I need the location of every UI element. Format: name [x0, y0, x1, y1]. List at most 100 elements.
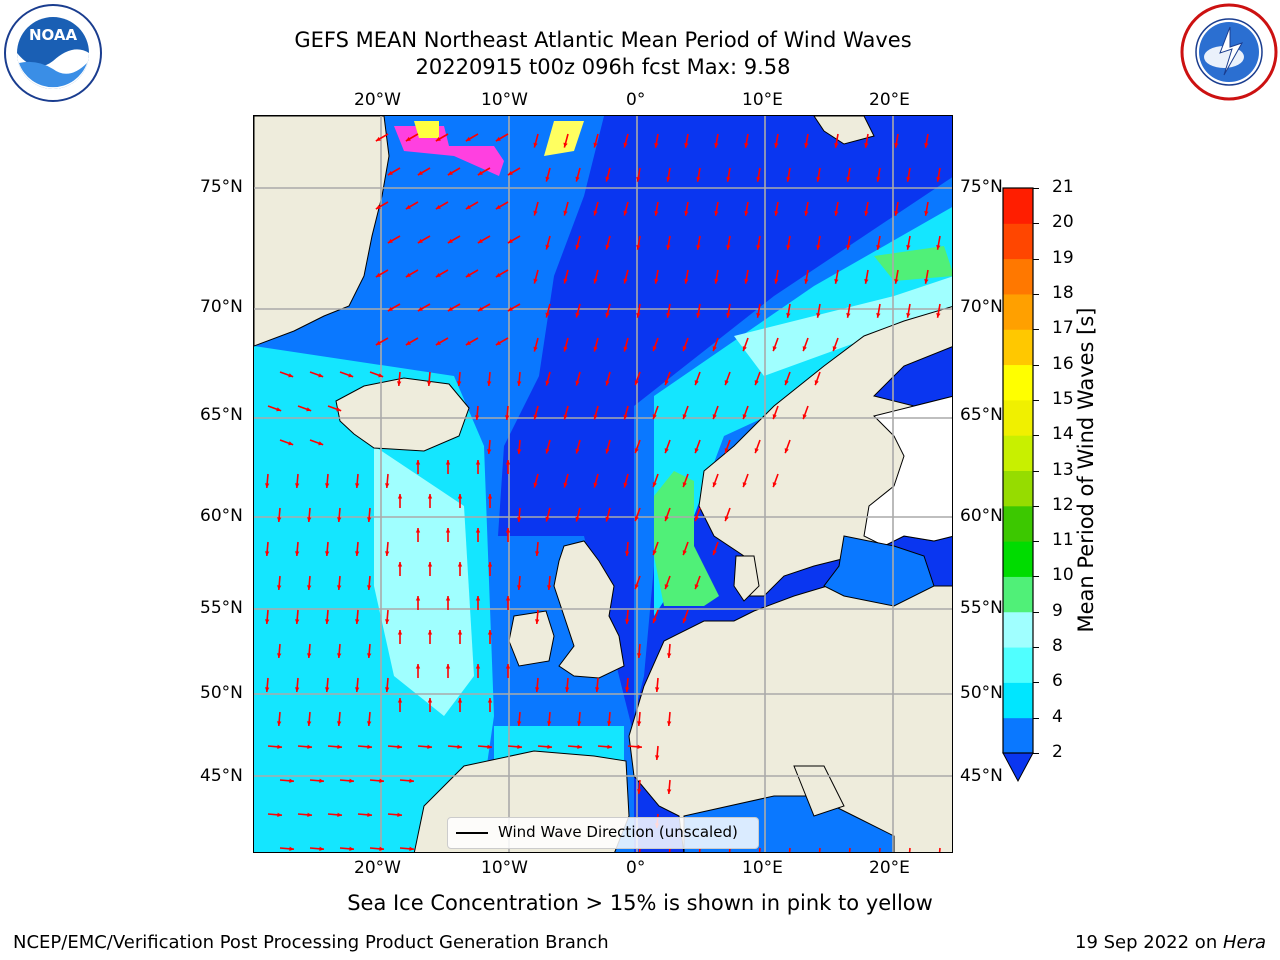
wind-wave-arrowhead [637, 744, 642, 749]
wind-wave-arrowhead [634, 584, 639, 590]
wind-wave-arrowhead [876, 244, 881, 250]
wind-wave-arrowhead [385, 483, 390, 488]
wind-wave-arrowhead [277, 721, 282, 726]
wind-wave-arrowhead [667, 721, 672, 726]
wind-wave-arrowhead [593, 210, 598, 216]
wind-wave-arrowhead [696, 244, 701, 250]
wind-wave-arrowhead [397, 744, 402, 749]
wind-wave-arrowhead [505, 528, 511, 533]
wind-wave-arrowhead [636, 176, 641, 182]
wind-wave-arrowhead [684, 210, 689, 216]
wind-wave-arrowhead [637, 653, 642, 658]
wind-wave-arrowhead [712, 550, 717, 556]
wind-wave-arrowhead [545, 312, 550, 318]
wind-wave-arrowhead [405, 204, 411, 209]
wind-wave-arrowhead [834, 210, 839, 216]
wind-wave-arrowhead [742, 482, 747, 488]
wind-wave-arrowhead [405, 272, 411, 277]
wind-wave-arrowhead [563, 142, 568, 148]
wind-wave-arrowhead [623, 142, 628, 148]
wind-wave-arrowhead [447, 170, 453, 175]
wind-wave-arrowhead [655, 687, 660, 692]
wind-wave-arrowhead [475, 528, 481, 533]
svg-text:NOAA: NOAA [29, 26, 78, 44]
wind-wave-arrowhead [387, 306, 393, 311]
wind-wave-arrowhead [846, 244, 851, 250]
wind-wave-arrowhead [654, 278, 659, 284]
wind-wave-arrowhead [405, 136, 411, 141]
wind-wave-arrowhead [547, 721, 552, 726]
noaa-logo: NOAA [3, 3, 103, 103]
wind-wave-arrowhead [623, 414, 628, 420]
colorbar-tick-label: 2 [1052, 742, 1063, 762]
wind-wave-arrowhead [319, 778, 324, 783]
wind-wave-arrowhead [465, 136, 471, 141]
wind-wave-arrowhead [936, 244, 941, 250]
wind-wave-arrowhead [288, 441, 294, 446]
wind-wave-arrowhead [337, 517, 342, 522]
wind-wave-arrowhead [726, 176, 731, 182]
colorbar-tick-label: 10 [1052, 565, 1074, 586]
wind-wave-arrowhead [634, 448, 639, 454]
wind-wave-arrowhead [277, 585, 282, 590]
lat-label-right: 55°N [960, 598, 1003, 618]
lat-label-right: 50°N [960, 683, 1003, 703]
wind-wave-arrowhead [605, 448, 610, 454]
footer-date: 19 Sep 2022 on [1075, 932, 1223, 953]
wind-wave-arrowhead [712, 482, 717, 488]
wind-wave-arrowhead [465, 272, 471, 277]
wind-wave-arrowhead [623, 346, 628, 352]
colorbar-swatch [1003, 541, 1033, 577]
wind-wave-arrowhead [894, 142, 899, 148]
wind-wave-arrowhead [664, 516, 669, 522]
wind-wave-arrowhead [605, 176, 610, 182]
colorbar-under-extension [1002, 752, 1034, 783]
wind-wave-arrowhead [605, 516, 610, 522]
wind-wave-arrowhead [535, 619, 540, 624]
wind-wave-arrowhead [774, 210, 779, 216]
wind-wave-arrowhead [336, 407, 342, 412]
colorbar-swatch [1003, 505, 1033, 542]
wind-wave-arrowhead [397, 812, 402, 817]
wind-wave-arrowhead [664, 448, 669, 454]
lon-label-bottom: 10°W [481, 858, 528, 878]
wind-wave-arrowhead [694, 380, 699, 386]
colorbar-swatches [1002, 187, 1034, 783]
wind-wave-arrowhead [495, 136, 501, 141]
wind-wave-arrowhead [876, 312, 881, 318]
lat-label-right: 65°N [960, 405, 1003, 425]
lat-label-left: 55°N [200, 598, 243, 618]
legend-line-swatch [456, 832, 488, 834]
wind-wave-arrowhead [517, 585, 522, 590]
wind-wave-arrowhead [535, 551, 540, 556]
wave-period-map [254, 116, 952, 852]
wind-wave-arrowhead [924, 278, 929, 284]
wind-wave-arrowhead [774, 278, 779, 284]
wind-wave-arrowhead [295, 687, 300, 692]
wind-wave-arrowhead [545, 176, 550, 182]
wind-wave-arrowhead [325, 619, 330, 624]
lat-label-right: 45°N [960, 766, 1003, 786]
wind-wave-arrowhead [415, 596, 421, 601]
legend-label: Wind Wave Direction (unscaled) [498, 823, 738, 841]
colorbar-tick-mark [1033, 576, 1039, 578]
footer-host: Hera [1222, 932, 1266, 953]
wind-wave-arrowhead [457, 494, 463, 499]
wind-wave-arrowhead [894, 278, 899, 284]
wind-wave-arrowhead [832, 346, 837, 352]
wind-wave-arrowhead [664, 584, 669, 590]
colorbar-tick-label: 8 [1052, 636, 1063, 657]
wind-wave-arrowhead [593, 142, 598, 148]
sea-ice-patch [414, 121, 439, 138]
wind-wave-arrowhead [277, 517, 282, 522]
wind-wave-arrow [878, 847, 881, 852]
wind-wave-arrowhead [742, 414, 747, 420]
colorbar-tick-label: 12 [1052, 494, 1074, 515]
wind-wave-arrowhead [507, 170, 513, 175]
wind-wave-arrowhead [545, 448, 550, 454]
wind-wave-arrowhead [804, 278, 809, 284]
wind-wave-arrowhead [487, 562, 493, 567]
wind-wave-arrowhead [786, 176, 791, 182]
wind-wave-arrowhead [375, 340, 381, 345]
colorbar-tick-mark [1033, 470, 1039, 472]
